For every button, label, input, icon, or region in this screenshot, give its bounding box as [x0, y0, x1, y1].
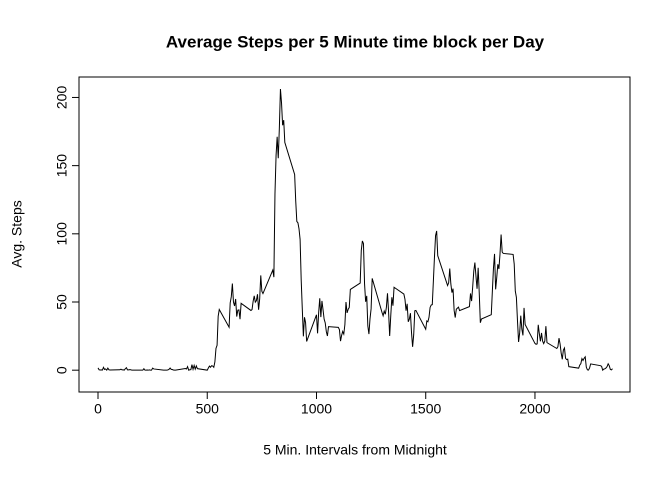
- x-tick-label: 1500: [410, 401, 441, 417]
- x-tick-label: 2000: [519, 401, 550, 417]
- x-tick-label: 1000: [301, 401, 332, 417]
- y-tick-label: 0: [54, 366, 70, 374]
- data-line: [97, 88, 613, 372]
- y-tick-label: 200: [54, 86, 70, 110]
- x-axis-label: 5 Min. Intervals from Midnight: [263, 442, 447, 458]
- chart-title: Average Steps per 5 Minute time block pe…: [166, 32, 545, 51]
- x-tick-label: 500: [196, 401, 220, 417]
- x-tick-label: 0: [94, 401, 102, 417]
- plot-box: [78, 76, 631, 393]
- y-axis-label: Avg. Steps: [9, 200, 25, 267]
- y-tick-label: 150: [54, 154, 70, 178]
- y-tick-label: 100: [54, 222, 70, 246]
- y-tick-label: 50: [54, 294, 70, 310]
